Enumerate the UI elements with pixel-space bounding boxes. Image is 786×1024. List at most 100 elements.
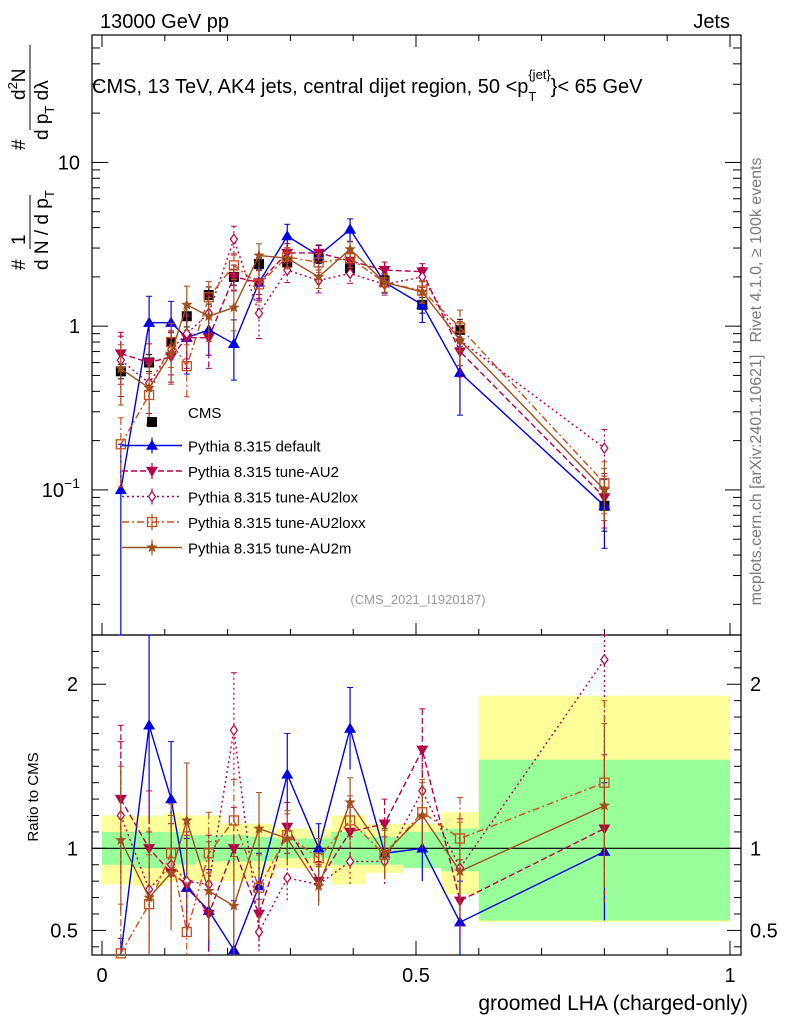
data-point — [228, 260, 240, 271]
data-point — [253, 249, 265, 261]
y-tick-exp-base: 10 — [42, 480, 64, 502]
legend-marker — [147, 417, 157, 427]
legend-label: Pythia 8.315 tune-AU2 — [188, 464, 339, 481]
data-point — [416, 285, 428, 297]
data-point — [600, 442, 609, 455]
jets-label: Jets — [693, 11, 730, 33]
ratio-point — [165, 793, 178, 804]
ratio-point — [181, 926, 192, 938]
legend-label: Pythia 8.315 default — [188, 439, 321, 456]
ratio-point — [313, 853, 324, 864]
legend: CMS Pythia 8.315 default Pythia 8.315 tune… — [122, 405, 366, 558]
series-line — [120, 252, 605, 498]
ratio-line — [120, 725, 605, 956]
y-tick-label: 10 — [58, 152, 80, 174]
ratio-point — [281, 832, 293, 844]
x-axis-label: groomed LHA (charged-only) — [478, 992, 748, 1015]
data-point — [181, 298, 193, 310]
series-5 — [115, 240, 611, 522]
ratio-tick-label-left: 0.5 — [50, 920, 78, 942]
data-point — [229, 233, 239, 246]
chart-title: CMS, 13 TeV, AK4 jets, central dijet reg… — [92, 67, 643, 104]
data-point — [378, 265, 391, 277]
data-point — [345, 267, 355, 280]
ylabel-denominator: d N / d pT — [32, 190, 57, 270]
ratio-point — [143, 719, 156, 730]
data-point — [313, 270, 325, 282]
ratio-series-layer — [114, 634, 611, 959]
title-sup: {jet} — [528, 67, 551, 82]
data-point — [182, 327, 192, 340]
ratio-point — [165, 866, 177, 878]
data-point — [253, 279, 265, 290]
ratio-tick-label-left: 1 — [67, 838, 78, 860]
data-point — [344, 243, 356, 255]
rivet-label: Rivet 4.1.0, ≥ 100k events — [748, 158, 765, 343]
ylabel-one: 1 — [9, 234, 30, 245]
data-point — [281, 252, 293, 264]
ratio-point — [115, 948, 126, 959]
ylabel-t-sub2: T — [42, 106, 57, 114]
series-line — [120, 248, 605, 491]
ylabel-hash2: # — [9, 139, 30, 150]
ratio-point — [229, 724, 239, 737]
title-suffix: }< 65 GeV — [551, 76, 643, 98]
ratio-point — [345, 855, 355, 868]
ylabel-n: N — [9, 68, 30, 82]
ratio-point — [227, 844, 240, 855]
title-sub: T — [528, 89, 536, 104]
legend-label: Pythia 8.315 tune-AU2m — [188, 541, 351, 558]
y-tick-label: 1 — [69, 316, 80, 338]
ratio-point — [344, 796, 356, 808]
y-tick-label-exp: 10−1 — [42, 475, 80, 502]
analysis-id: (CMS_2021_I1920187) — [350, 592, 485, 607]
data-point — [115, 439, 126, 450]
ratio-tick-label-right: 0.5 — [750, 920, 778, 942]
ylabel-d2n: d2N — [5, 68, 30, 100]
ratio-point — [453, 916, 466, 927]
legend-marker — [146, 516, 158, 528]
ratio-point — [600, 653, 609, 666]
ratio-point — [598, 799, 611, 811]
ylabel-dlambda: dλ — [32, 80, 53, 106]
data-point — [416, 298, 429, 310]
legend-marker — [146, 439, 158, 450]
ratio-point — [181, 814, 193, 826]
ylabel-dp: d p — [32, 114, 53, 140]
legend-label: CMS — [188, 405, 221, 422]
ratio-point — [313, 880, 325, 891]
data-point — [227, 272, 240, 283]
ratio-point — [228, 815, 240, 826]
data-point — [344, 223, 357, 234]
ylabel-dn-dp: d N / d p — [32, 198, 53, 270]
ratio-tick-label-right: 1 — [750, 838, 761, 860]
data-point — [114, 483, 127, 495]
ratio-point — [228, 899, 240, 911]
ratio-point — [378, 819, 391, 830]
legend-label: Pythia 8.315 tune-AU2lox — [188, 490, 359, 507]
data-point — [378, 276, 391, 288]
data-point — [454, 334, 466, 346]
series-3 — [116, 225, 609, 474]
green-band-3 — [180, 835, 197, 865]
ratio-y-axis-label: Ratio to CMS — [25, 752, 42, 841]
ratio-point — [253, 822, 265, 834]
series-1 — [114, 218, 611, 636]
x-tick-label: 0 — [96, 965, 107, 987]
ratio-point — [312, 842, 325, 853]
legend-label: Pythia 8.315 tune-AU2loxx — [188, 515, 366, 532]
x-tick-label: 1 — [724, 965, 735, 987]
ratio-point — [203, 885, 215, 896]
ratio-point — [253, 882, 265, 893]
energy-label: 13000 GeV pp — [100, 11, 229, 33]
main-series-layer — [114, 218, 611, 636]
data-point — [228, 301, 240, 313]
ratio-line — [120, 800, 605, 907]
mcplots-label: mcplots.cern.ch [arXiv:2401.10621] — [748, 355, 765, 606]
data-point — [165, 347, 177, 359]
data-point — [203, 310, 215, 322]
title-prefix: CMS, 13 TeV, AK4 jets, central dijet reg… — [92, 76, 528, 98]
ratio-point — [454, 865, 466, 877]
